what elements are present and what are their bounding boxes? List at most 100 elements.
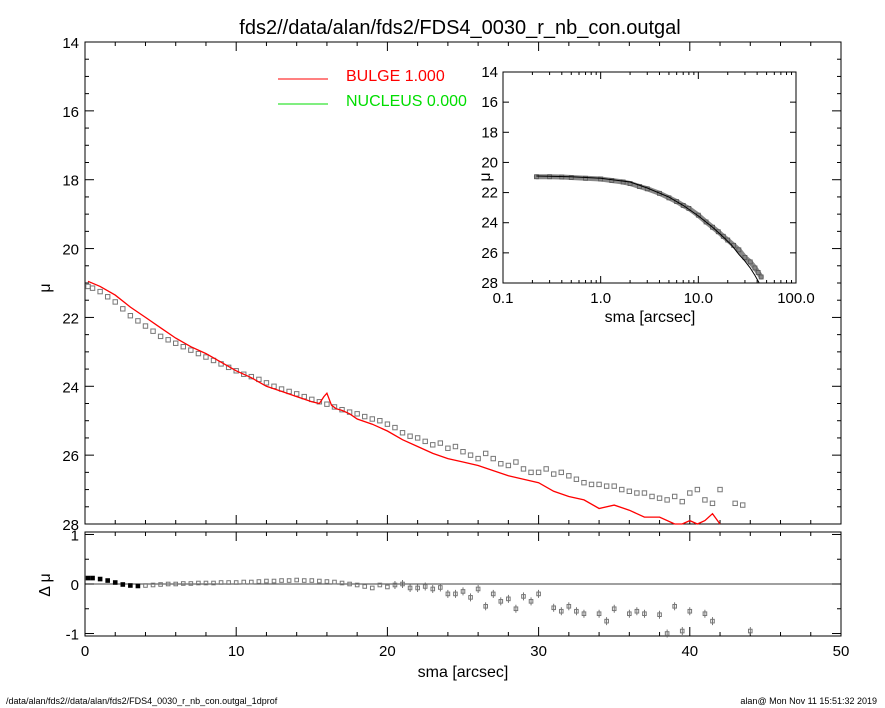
residual-point (309, 578, 315, 583)
inset-data-point (720, 233, 726, 239)
residual-point (264, 578, 269, 584)
data-point (142, 323, 149, 329)
residual-y-axis-label: Δ μ (37, 573, 54, 596)
main-y-tick-label: 22 (62, 310, 79, 327)
inset-y-tick-label: 24 (481, 215, 498, 232)
residual-point (581, 611, 587, 617)
data-point (717, 486, 723, 493)
data-point (150, 328, 156, 334)
inset-x-tick-label: 1.0 (590, 290, 611, 307)
inset-y-tick-label: 18 (481, 124, 498, 141)
inset-x-tick-label: 10.0 (684, 290, 713, 307)
data-point (97, 288, 103, 295)
data-point (740, 502, 746, 508)
residual-point (120, 582, 126, 587)
residual-point (211, 580, 216, 586)
residual-point (634, 608, 640, 614)
residual-point (173, 581, 179, 587)
data-point (203, 354, 209, 360)
residual-point (332, 579, 337, 585)
residual-point (97, 576, 103, 582)
residual-point (498, 599, 504, 604)
data-point (505, 462, 512, 469)
inset-y-tick-label: 26 (481, 245, 498, 262)
inset-data-point (695, 212, 701, 218)
data-point (656, 495, 663, 501)
residual-point (256, 579, 262, 584)
main-y-axis-label: μ (37, 283, 54, 292)
residual-point (165, 581, 171, 587)
residual-point (150, 582, 156, 588)
residual-point (112, 580, 118, 585)
legend-label-nucleus: NUCLEUS 0.000 (346, 93, 467, 110)
inset-x-axis-label: sma [arcsec] (605, 309, 696, 326)
residual-point (528, 599, 534, 604)
data-point (687, 490, 693, 496)
bulge-model-line (87, 280, 721, 525)
residual-point (203, 580, 209, 586)
residual-point (324, 579, 330, 584)
inset-data-point (583, 175, 588, 181)
inset-data-point (747, 259, 753, 265)
data-point (460, 449, 466, 455)
residual-point (385, 584, 390, 590)
residual-point (158, 582, 163, 587)
inset-x-tick-label: 0.1 (493, 290, 514, 307)
data-point (127, 313, 134, 319)
data-point (694, 486, 701, 493)
inset-y-tick-label: 14 (481, 64, 498, 81)
x-tick-label: 0 (81, 643, 89, 660)
data-point (399, 430, 406, 436)
residual-point (180, 581, 186, 586)
residual-axis-ticks: 10-10 10 20 30 40 50 (66, 527, 850, 660)
residual-point (513, 606, 519, 612)
residual-point (317, 578, 322, 584)
legend: BULGE 1.000 NUCLEUS 0.000 (278, 68, 467, 110)
data-point (581, 479, 587, 486)
residual-point (679, 628, 685, 634)
residual-point (362, 584, 368, 589)
inset-data-point (752, 265, 758, 271)
residual-point (566, 603, 572, 609)
inset-data-point (710, 224, 716, 230)
data-point (414, 435, 421, 441)
residual-point (611, 606, 617, 612)
legend-label-bulge: BULGE 1.000 (346, 68, 445, 85)
main-y-tick-label: 24 (62, 379, 79, 396)
inset-y-tick-label: 16 (481, 94, 498, 111)
residual-point (377, 582, 383, 588)
residual-point (85, 575, 91, 581)
main-y-tick-label: 20 (62, 242, 79, 259)
main-y-tick-label: 26 (62, 448, 79, 465)
residual-point (128, 583, 133, 588)
data-point (558, 469, 564, 476)
data-point (173, 340, 179, 346)
main-y-tick-label: 14 (62, 35, 79, 52)
x-tick-label: 20 (379, 643, 396, 660)
residual-point (286, 578, 292, 583)
data-point (475, 455, 481, 462)
inset-data-point (620, 179, 626, 185)
residual-y-tick-label: -1 (66, 627, 79, 644)
inset-data-point (637, 184, 642, 189)
residual-point (468, 595, 473, 600)
residual-point (218, 580, 224, 585)
residual-point (596, 611, 602, 617)
residual-point (354, 582, 360, 588)
residual-point (135, 583, 141, 589)
x-tick-label: 40 (681, 643, 698, 660)
data-point (233, 368, 239, 374)
data-point (104, 294, 111, 300)
inset-data-point (657, 190, 662, 196)
data-point (551, 471, 557, 477)
residual-plot-marks (85, 575, 753, 638)
inset-y-tick-label: 20 (481, 154, 498, 171)
residual-point (710, 618, 715, 624)
data-point (445, 445, 451, 451)
residual-y-tick-label: 0 (71, 577, 79, 594)
residual-point (438, 585, 443, 590)
residual-point (445, 591, 451, 597)
inset-y-tick-label: 22 (481, 185, 498, 202)
inset-data-point (715, 229, 721, 235)
residual-point (226, 580, 231, 585)
